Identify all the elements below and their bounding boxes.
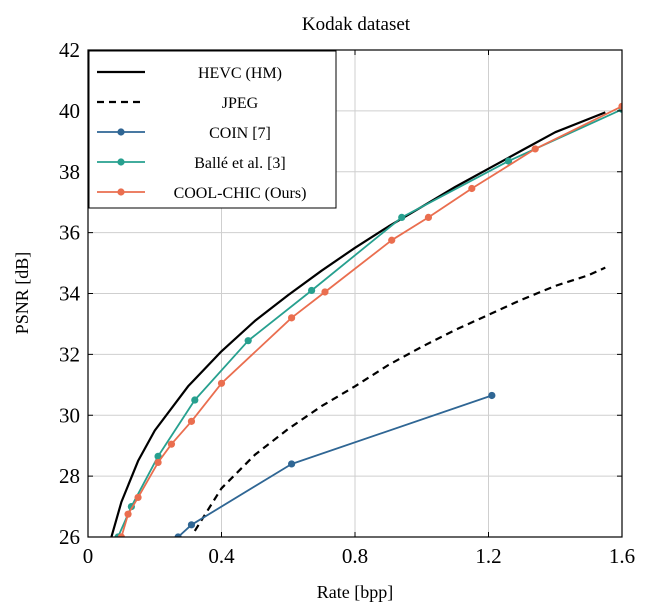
data-point (154, 458, 162, 467)
data-point (187, 521, 196, 529)
y-tick-label: 42 (59, 38, 80, 62)
legend-label-jpeg: JPEG (222, 95, 259, 112)
data-point (468, 184, 476, 193)
series-line-cool-chic-ours (120, 105, 622, 537)
y-tick-label: 26 (59, 525, 80, 549)
legend-label-cool-chic-ours: COOL-CHIC (Ours) (174, 185, 307, 202)
axis-ticks: 0 0.4 0.8 1.2 1.6 26 28 30 32 34 36 38 40 42 (59, 38, 635, 568)
series-cool-chic-ours (117, 102, 622, 537)
data-point (398, 213, 406, 222)
legend-marker-coin-7 (117, 128, 125, 136)
legend: HEVC (HM) JPEG COIN [7] Ballé et al. [3] COO… (88, 50, 337, 209)
legend-label-hevc-hm: HEVC (HM) (198, 65, 282, 82)
x-axis-label: Rate [bpp] (317, 582, 393, 602)
series-coin-7 (174, 391, 496, 537)
data-point (167, 440, 176, 448)
legend-box (88, 50, 337, 209)
data-point (488, 391, 496, 400)
y-tick-label: 34 (59, 282, 81, 306)
data-point (244, 337, 252, 345)
y-tick-label: 40 (59, 99, 80, 123)
series-layer (110, 102, 622, 537)
legend-marker-ball-et-al-3 (117, 158, 125, 166)
data-point (618, 102, 622, 110)
data-point (217, 379, 226, 387)
data-point (531, 145, 539, 153)
series-hevc-hm (110, 111, 606, 537)
y-tick-label: 38 (59, 160, 80, 184)
data-point (134, 493, 142, 502)
series-jpeg (193, 266, 606, 532)
data-point (287, 460, 296, 468)
x-tick-label: 1.2 (475, 544, 501, 568)
y-tick-label: 28 (59, 464, 80, 488)
x-tick-label: 0.8 (342, 544, 368, 568)
legend-label-coin-7: COIN [7] (209, 125, 271, 142)
legend-label-ball-et-al-3: Ballé et al. [3] (194, 155, 286, 172)
y-tick-label: 30 (59, 403, 80, 427)
data-point (424, 213, 433, 222)
data-point (308, 286, 316, 295)
data-point (187, 417, 196, 425)
data-point (154, 452, 162, 460)
chart-title: Kodak dataset (302, 14, 411, 35)
data-point (174, 533, 182, 537)
data-point (117, 533, 125, 537)
data-point (124, 510, 132, 518)
y-tick-label: 36 (59, 221, 80, 245)
series-line-jpeg (193, 266, 606, 532)
legend-marker-cool-chic-ours (117, 188, 125, 196)
data-point (191, 396, 199, 404)
y-tick-label: 32 (59, 342, 80, 366)
x-tick-label: 1.6 (609, 544, 635, 568)
y-axis-label: PSNR [dB] (12, 252, 32, 335)
data-point (504, 157, 513, 165)
data-point (321, 288, 329, 296)
x-tick-label: 0 (83, 544, 94, 568)
x-tick-label: 0.4 (208, 544, 235, 568)
series-line-hevc-hm (110, 111, 606, 537)
data-point (287, 314, 296, 322)
data-point (388, 236, 396, 244)
series-line-coin-7 (177, 394, 493, 537)
